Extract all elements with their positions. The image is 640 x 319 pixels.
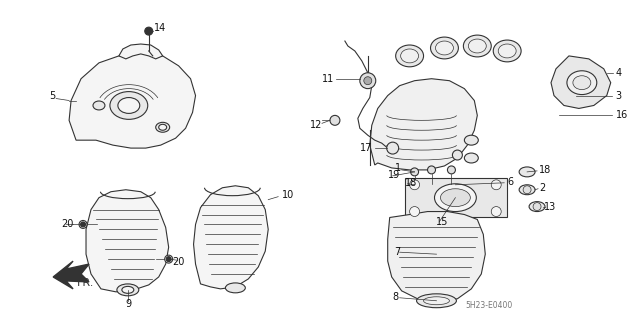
Text: 9: 9 xyxy=(126,299,132,309)
Ellipse shape xyxy=(435,41,453,55)
Ellipse shape xyxy=(435,184,476,211)
Polygon shape xyxy=(53,261,89,289)
Polygon shape xyxy=(551,56,611,108)
Circle shape xyxy=(428,166,435,174)
Text: 20: 20 xyxy=(61,219,74,229)
Text: 19: 19 xyxy=(388,170,400,180)
Ellipse shape xyxy=(417,294,456,308)
Circle shape xyxy=(447,166,456,174)
Circle shape xyxy=(79,220,87,228)
Text: 5H23-E0400: 5H23-E0400 xyxy=(466,301,513,310)
Ellipse shape xyxy=(465,135,478,145)
Polygon shape xyxy=(370,79,477,170)
Text: 14: 14 xyxy=(154,23,166,33)
Ellipse shape xyxy=(573,76,591,90)
Text: 15: 15 xyxy=(435,218,448,227)
Text: 2: 2 xyxy=(539,183,545,193)
Ellipse shape xyxy=(225,283,245,293)
Text: 5: 5 xyxy=(49,91,56,100)
Text: 10: 10 xyxy=(282,190,294,200)
Polygon shape xyxy=(69,53,196,148)
Ellipse shape xyxy=(122,286,134,293)
Ellipse shape xyxy=(440,189,470,207)
Text: 18: 18 xyxy=(404,178,417,188)
Circle shape xyxy=(387,142,399,154)
Ellipse shape xyxy=(396,45,424,67)
Polygon shape xyxy=(404,178,507,218)
Text: 11: 11 xyxy=(322,74,334,84)
Text: 12: 12 xyxy=(310,120,323,130)
Circle shape xyxy=(166,257,171,262)
Text: 18: 18 xyxy=(539,165,551,175)
Text: 13: 13 xyxy=(544,202,556,211)
Polygon shape xyxy=(119,44,163,59)
Circle shape xyxy=(492,180,501,190)
Text: 17: 17 xyxy=(360,143,372,153)
Circle shape xyxy=(492,207,501,217)
Text: 6: 6 xyxy=(507,177,513,187)
Ellipse shape xyxy=(463,35,492,57)
Ellipse shape xyxy=(118,98,140,114)
Ellipse shape xyxy=(110,92,148,119)
Text: 7: 7 xyxy=(395,247,401,257)
Polygon shape xyxy=(193,186,268,289)
Ellipse shape xyxy=(93,101,105,110)
Text: 20: 20 xyxy=(173,257,185,267)
Circle shape xyxy=(360,73,376,89)
Ellipse shape xyxy=(159,124,166,130)
Ellipse shape xyxy=(529,202,545,211)
Ellipse shape xyxy=(493,40,521,62)
Ellipse shape xyxy=(117,284,139,296)
Polygon shape xyxy=(388,211,485,302)
Ellipse shape xyxy=(156,122,170,132)
Circle shape xyxy=(410,207,420,217)
Circle shape xyxy=(411,168,419,176)
Ellipse shape xyxy=(519,167,535,177)
Circle shape xyxy=(452,150,462,160)
Ellipse shape xyxy=(567,71,596,94)
Text: 4: 4 xyxy=(616,68,622,78)
Ellipse shape xyxy=(498,44,516,58)
Text: 8: 8 xyxy=(393,292,399,302)
Ellipse shape xyxy=(401,49,419,63)
Circle shape xyxy=(164,255,173,263)
Circle shape xyxy=(533,203,541,211)
Ellipse shape xyxy=(431,37,458,59)
Ellipse shape xyxy=(519,185,535,195)
Circle shape xyxy=(364,77,372,85)
Ellipse shape xyxy=(465,153,478,163)
Text: 1: 1 xyxy=(395,163,401,173)
Text: 16: 16 xyxy=(616,110,628,120)
Text: FR.: FR. xyxy=(77,278,95,288)
Ellipse shape xyxy=(424,297,449,305)
Circle shape xyxy=(410,180,420,190)
Circle shape xyxy=(81,222,86,227)
Circle shape xyxy=(145,27,153,35)
Circle shape xyxy=(330,115,340,125)
Circle shape xyxy=(523,186,531,194)
Ellipse shape xyxy=(468,39,486,53)
Polygon shape xyxy=(86,190,169,292)
Text: 3: 3 xyxy=(616,91,622,100)
